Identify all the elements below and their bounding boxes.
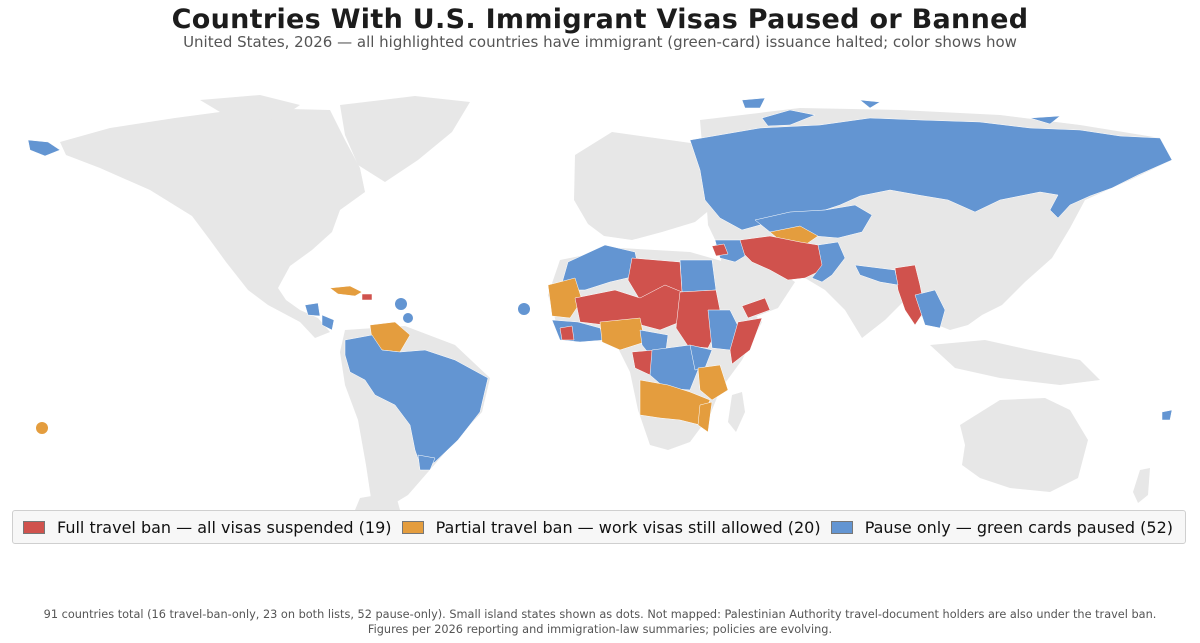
land-antarctic-fringe [355,492,400,510]
region-uruguay [417,454,436,471]
island-dot-pacific [36,422,48,434]
legend-item-partial-ban: Partial travel ban — work visas still al… [401,517,821,537]
land-canadian-islands [200,95,300,120]
island-dot-cabo-verde [518,303,530,315]
region-yemen [741,297,771,319]
footnote-line-2: Figures per 2026 reporting and immigrati… [367,623,833,636]
region-laos-cambodia-thailand [914,289,946,329]
island-dot-caribbean-east [403,313,413,323]
island-dot-caribbean-north [395,298,407,310]
highlighted-countries [27,97,1173,471]
region-syria [711,243,729,257]
region-cuba-haiti [329,285,363,297]
land-australia [960,398,1088,492]
footnote: 91 countries total (16 travel-ban-only, … [0,607,1200,637]
legend-swatch-partial-ban [401,520,424,534]
map-title: Countries With U.S. Immigrant Visas Paus… [171,4,1029,35]
region-pakistan [811,241,846,283]
region-arctic-islands [741,97,1061,127]
land-southeast-asia-islands [930,340,1100,385]
map-subtitle: United States, 2026 — all highlighted co… [183,33,1017,51]
legend-item-pause-only: Pause only — green cards paused (52) [830,517,1173,537]
footnote-line-1: 91 countries total (16 travel-ban-only, … [43,608,1157,621]
land-japan [1040,210,1062,258]
land-madagascar [728,392,745,432]
region-egypt [679,259,717,293]
region-kamchatka-tip [1161,409,1173,421]
region-myanmar [894,264,926,326]
region-nigeria-benin [599,317,646,351]
land-new-zealand [1133,468,1150,503]
region-iran-afghanistan [739,235,831,281]
legend-label-full-ban: Full travel ban — all visas suspended (1… [57,517,392,537]
legend-label-pause-only: Pause only — green cards paused (52) [864,517,1173,537]
small-island-dots [36,298,530,434]
region-bangladesh-bhutan-nepal [854,264,899,286]
region-somalia [729,317,763,365]
land-greenland [340,96,470,182]
region-haiti [361,293,373,301]
region-central-america-south [321,314,335,331]
legend-item-full-ban: Full travel ban — all visas suspended (1… [23,518,392,537]
region-alaska-aleutians [27,139,61,157]
region-sierra-leone-liberia [559,325,575,341]
legend-swatch-full-ban [23,520,45,534]
legend-label-partial-ban: Partial travel ban — work visas still al… [435,517,821,537]
map-legend: Full travel ban — all visas suspended (1… [12,510,1186,544]
region-colombia-brazil [344,334,489,471]
land-north-america [60,108,365,338]
legend-swatch-pause-only [830,520,853,534]
region-mauritania-west-sahara [547,277,583,319]
region-tanzania-east [697,364,729,401]
land-europe [574,132,718,240]
world-map [27,95,1173,510]
region-malawi-mozambique [697,401,713,433]
region-central-america-north [304,302,321,317]
